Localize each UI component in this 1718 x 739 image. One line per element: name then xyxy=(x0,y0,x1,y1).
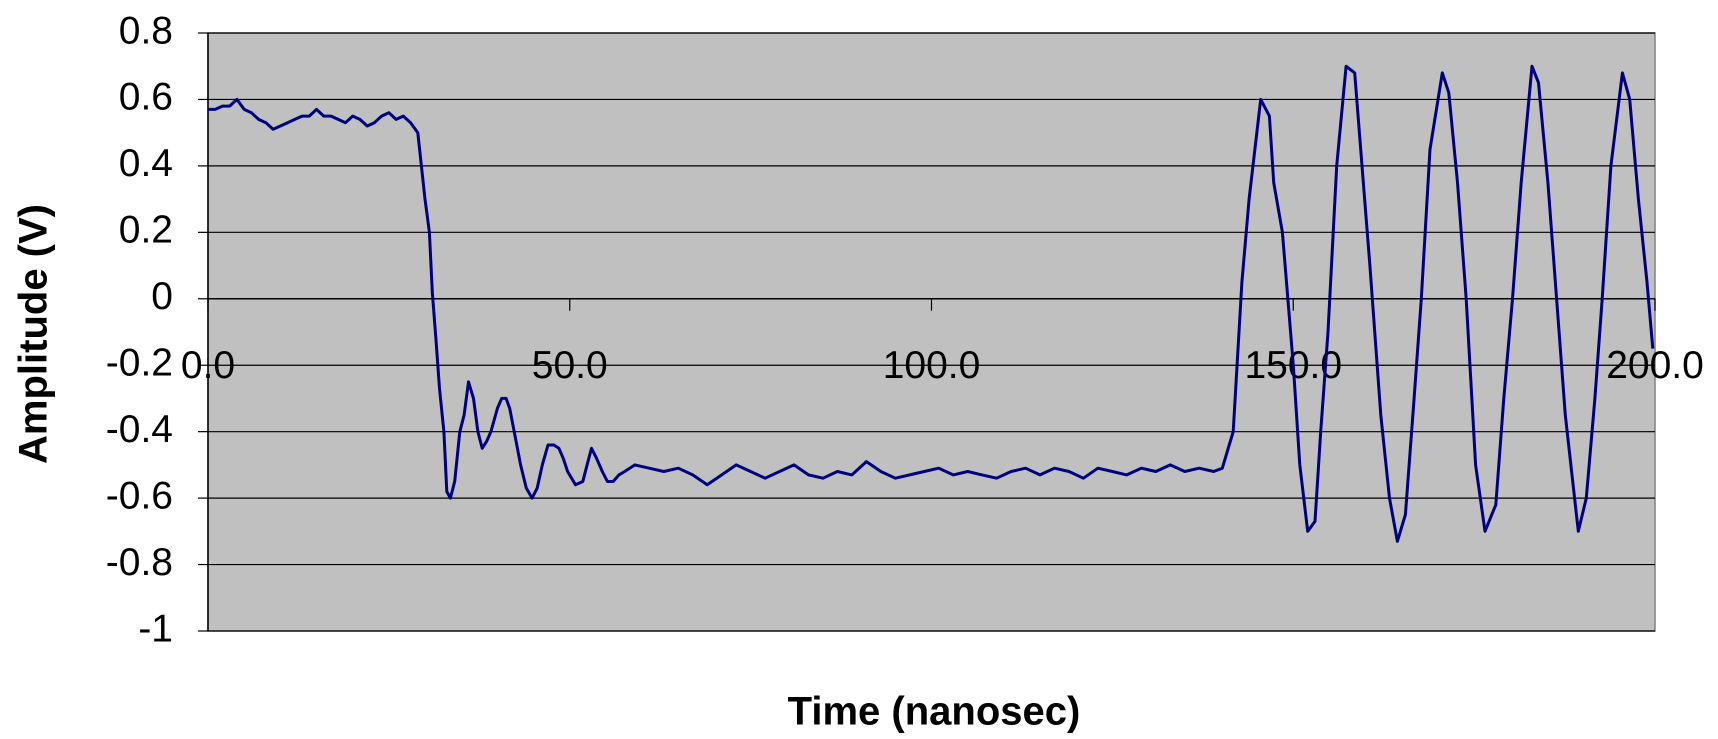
y-tick-label: 0.4 xyxy=(119,142,173,185)
y-tick-label: -0.4 xyxy=(106,408,173,451)
x-tick-label: 100.0 xyxy=(883,344,981,387)
x-axis-title: Time (nanosec) xyxy=(788,690,1081,734)
plot-area xyxy=(207,32,1656,632)
x-tick-label: 50.0 xyxy=(532,344,608,387)
y-tick-label: -0.6 xyxy=(106,474,173,517)
x-tick-label: 200.0 xyxy=(1606,344,1704,387)
y-tick-label: 0.2 xyxy=(119,209,173,252)
y-tick-label: -0.8 xyxy=(106,541,173,584)
y-axis-title: Amplitude (V) xyxy=(12,204,56,464)
y-tick-label: 0 xyxy=(151,275,173,318)
y-tick-label: -0.2 xyxy=(106,342,173,385)
y-tick-label: 0.6 xyxy=(119,76,173,119)
x-tick-label: 0.0 xyxy=(181,344,235,387)
y-tick-label: -1 xyxy=(138,607,173,650)
series-line xyxy=(208,64,1655,543)
y-tick-label: 0.8 xyxy=(119,9,173,52)
